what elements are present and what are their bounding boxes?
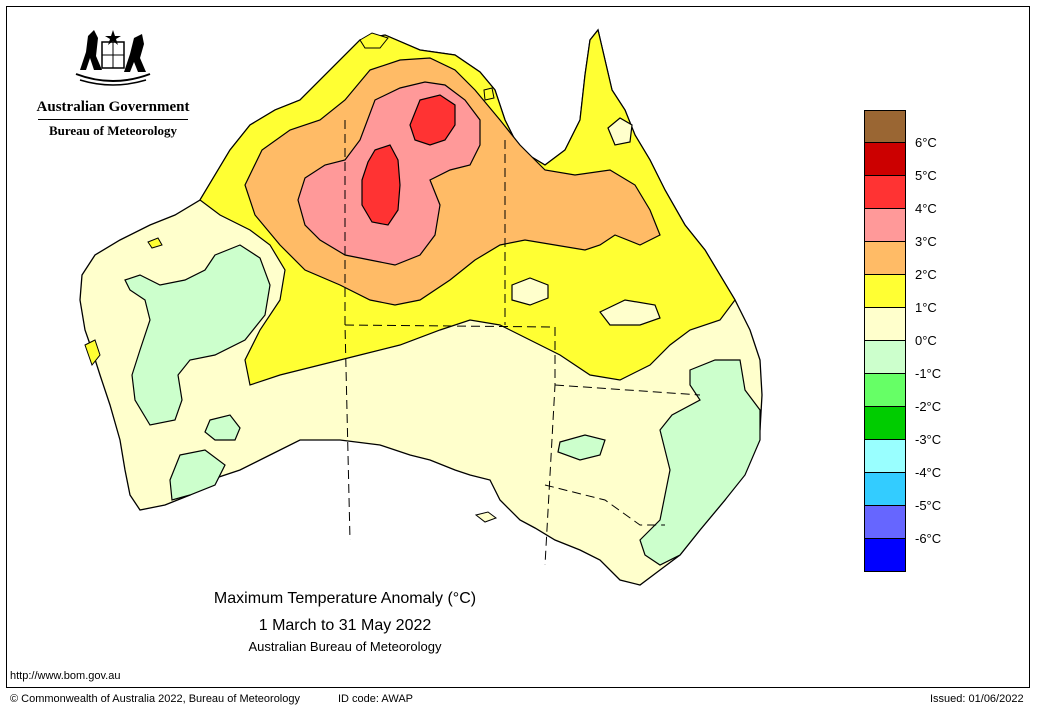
legend-label: 3°C bbox=[915, 234, 937, 249]
melville-island bbox=[359, 32, 389, 49]
anomaly-zone-4-5c-a bbox=[409, 94, 456, 146]
legend-swatch-below-minus6 bbox=[864, 539, 906, 572]
legend-label: 6°C bbox=[915, 135, 937, 150]
legend-swatch-0-1 bbox=[864, 308, 906, 341]
legend-swatch-3-4 bbox=[864, 209, 906, 242]
anomaly-zone-minus1-0c-south bbox=[204, 414, 241, 441]
legend-label: -4°C bbox=[915, 465, 942, 480]
kangaroo-island bbox=[474, 511, 498, 523]
legend-label: -6°C bbox=[915, 531, 942, 546]
anomaly-zone-4-5c-b bbox=[361, 144, 401, 226]
agency-name: Bureau of Meteorology bbox=[48, 123, 178, 138]
legend-swatch-2-3 bbox=[864, 242, 906, 275]
website-link[interactable]: http://www.bom.gov.au bbox=[10, 670, 121, 682]
anomaly-zone-minus1-0c-east bbox=[639, 359, 761, 566]
legend-swatch-minus6-minus5 bbox=[864, 506, 906, 539]
legend-label: 1°C bbox=[915, 300, 937, 315]
legend-swatch-4-5 bbox=[864, 176, 906, 209]
government-name: Australian Government bbox=[36, 99, 190, 115]
government-branding: Australian Government Bureau of Meteorol… bbox=[18, 28, 208, 139]
groote-island bbox=[483, 87, 495, 101]
legend-label: 4°C bbox=[915, 201, 937, 216]
legend-label: -2°C bbox=[915, 399, 942, 414]
legend-label: 2°C bbox=[915, 267, 937, 282]
shark-bay-island bbox=[84, 339, 101, 367]
legend-swatch-above-6 bbox=[864, 110, 906, 143]
legend-swatch-minus5-minus4 bbox=[864, 473, 906, 506]
map-credit: Australian Bureau of Meteorology bbox=[248, 639, 442, 654]
legend-swatch-1-2 bbox=[864, 275, 906, 308]
issued-date: Issued: 01/06/2022 bbox=[930, 693, 1024, 705]
legend-swatch-minus2-minus1 bbox=[864, 374, 906, 407]
copyright-notice: © Commonwealth of Australia 2022, Bureau… bbox=[10, 693, 300, 705]
legend-swatch-minus4-minus3 bbox=[864, 440, 906, 473]
legend-label: 0°C bbox=[915, 333, 937, 348]
legend-label: -5°C bbox=[915, 498, 942, 513]
legend-swatch-minus1-0 bbox=[864, 341, 906, 374]
anomaly-zone-minus1-0c-wa bbox=[124, 244, 271, 426]
anomaly-zone-minus1-0c-sw bbox=[169, 449, 226, 501]
divider bbox=[38, 119, 188, 120]
legend-swatch-minus3-minus2 bbox=[864, 407, 906, 440]
legend-label: -1°C bbox=[915, 366, 942, 381]
map-title: Maximum Temperature Anomaly (°C) bbox=[213, 590, 477, 607]
anomaly-zone-minus1-0c-inland bbox=[557, 434, 606, 461]
anomaly-zone-0-1c-capeyork bbox=[607, 117, 633, 146]
legend-swatch-5-6 bbox=[864, 143, 906, 176]
map-period: 1 March to 31 May 2022 bbox=[258, 617, 432, 634]
coat-of-arms-icon bbox=[75, 30, 151, 86]
kimberley-island bbox=[147, 237, 163, 249]
legend-label: -3°C bbox=[915, 432, 942, 447]
id-code: ID code: AWAP bbox=[338, 693, 413, 705]
anomaly-map bbox=[79, 28, 763, 586]
state-borders bbox=[344, 120, 701, 566]
anomaly-zone-0-1c-qld bbox=[511, 277, 549, 306]
color-legend bbox=[864, 110, 906, 572]
legend-label: 5°C bbox=[915, 168, 937, 183]
anomaly-zone-0-1c-qld2 bbox=[599, 299, 661, 326]
